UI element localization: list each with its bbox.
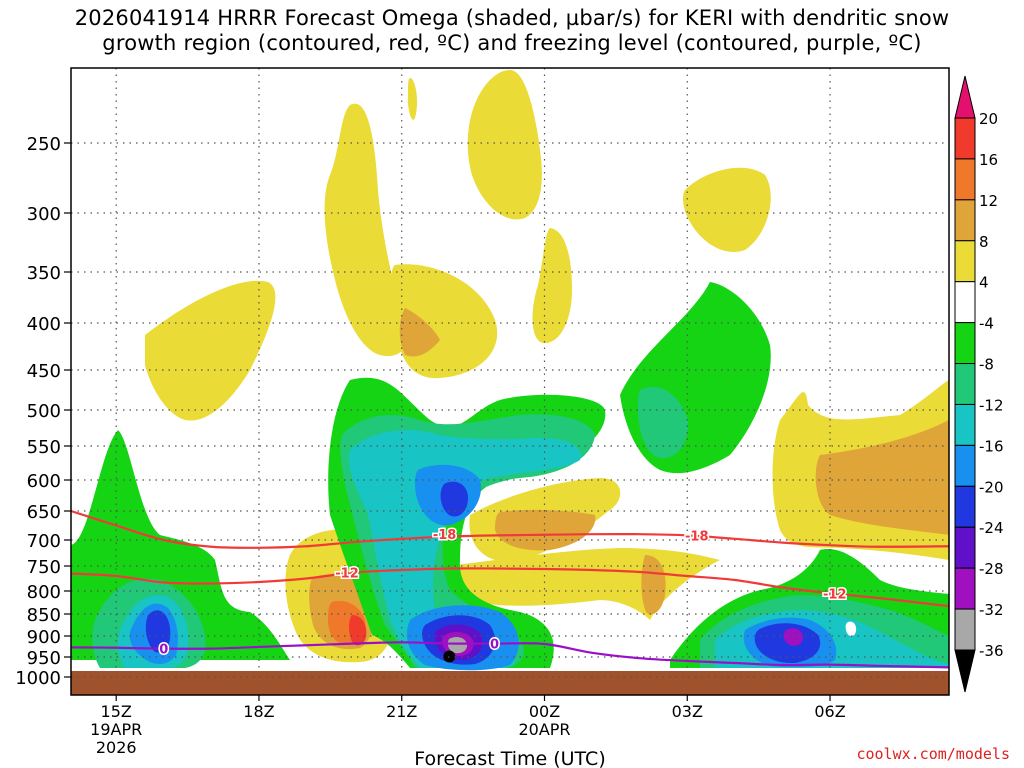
colorbar-top-arrow — [954, 75, 976, 119]
colorbar-label: 20 — [979, 110, 998, 128]
x-tick-date-label: 20APR — [518, 720, 570, 739]
contour-label: 0 — [490, 638, 499, 653]
x-tick-year-label: 2026 — [96, 738, 137, 757]
y-tick-label: 250 — [27, 134, 61, 155]
chart-title-line-1: 2026041914 HRRR Forecast Omega (shaded, … — [74, 6, 950, 30]
y-tick-label: 500 — [27, 401, 61, 422]
x-tick-date-label: 19APR — [90, 720, 142, 739]
x-tick-label: 15Z — [101, 702, 132, 721]
y-tick-label: 450 — [27, 361, 61, 382]
colorbar-swatch — [954, 485, 976, 528]
x-tick-label: 21Z — [386, 702, 417, 721]
y-tick-label: 650 — [27, 502, 61, 523]
colorbar-swatch — [954, 363, 976, 405]
x-tick-label: 06Z — [814, 702, 845, 721]
omega-fill-neg20-upper — [440, 481, 468, 517]
omega-fill-pos8-mid-2 — [641, 555, 666, 615]
omega-fill-pos8-mid — [495, 509, 596, 551]
omega-fill-pos-upper-3 — [407, 78, 418, 120]
colorbar-label: 16 — [979, 151, 998, 169]
y-tick-label: 1000 — [15, 668, 61, 689]
omega-fill-pos-upper-5 — [145, 280, 276, 421]
plot-area: -18 -18 -12 -12 0 0 — [70, 67, 950, 696]
y-axis: 2503003504004505005506006507007508008509… — [15, 134, 71, 689]
colorbar-swatch — [954, 117, 976, 160]
omega-fill-pos-upper-6 — [532, 228, 572, 344]
colorbar-swatch — [954, 444, 976, 487]
y-tick-label: 950 — [27, 648, 61, 669]
colorbar-swatch — [954, 158, 976, 201]
colorbar-label: -20 — [979, 478, 1004, 496]
y-tick-label: 750 — [27, 557, 61, 578]
omega-fill-neg8-right-upper — [638, 386, 689, 459]
colorbar-label: 4 — [979, 274, 989, 292]
x-tick-label: 00Z — [529, 702, 560, 721]
colorbar-swatch — [954, 608, 976, 651]
colorbar-swatch — [954, 240, 976, 283]
omega-fill-neg32-center — [447, 636, 468, 654]
contour-label: -12 — [823, 587, 847, 602]
colorbar-swatch — [954, 199, 976, 242]
colorbar-label: -8 — [979, 356, 994, 374]
colorbar: 20 16 12 8 4 -4 -8 -12 -16 -20 -24 -28 -32 -36 — [954, 75, 1004, 693]
colorbar-label: -12 — [979, 396, 1004, 414]
plot-frame — [70, 67, 950, 696]
colorbar-label: -24 — [979, 519, 1004, 537]
temperature-contours — [71, 509, 949, 669]
omega-fill-neg28-right — [783, 628, 803, 646]
contour-label: 0 — [159, 643, 168, 658]
colorbar-swatch — [954, 526, 976, 569]
colorbar-label: 8 — [979, 233, 989, 251]
colorbar-label: -32 — [979, 601, 1004, 619]
y-tick-label: 800 — [27, 582, 61, 603]
chart-title-line-2: growth region (contoured, red, ºC) and f… — [102, 31, 922, 55]
colorbar-swatch — [954, 403, 976, 446]
y-tick-label: 300 — [27, 204, 61, 225]
colorbar-label: -16 — [979, 437, 1004, 455]
y-tick-label: 550 — [27, 437, 61, 458]
contour-line — [71, 641, 949, 669]
contour-labels: -18 -18 -12 -12 0 0 — [158, 527, 848, 659]
colorbar-bottom-arrow — [954, 649, 976, 693]
contour-label: -12 — [335, 567, 359, 582]
omega-fill-neg-right-upper — [620, 282, 771, 474]
credit-text: coolwx.com/models — [856, 745, 1010, 763]
y-tick-label: 850 — [27, 605, 61, 626]
colorbar-swatch — [954, 281, 976, 324]
colorbar-label: -28 — [979, 560, 1004, 578]
y-tick-label: 400 — [27, 314, 61, 335]
y-tick-label: 900 — [27, 627, 61, 648]
contour-line — [71, 509, 949, 549]
y-tick-label: 600 — [27, 471, 61, 492]
omega-fill-pos-upper-1 — [324, 103, 407, 356]
colorbar-swatch — [954, 322, 976, 365]
colorbar-label: -36 — [979, 642, 1004, 660]
omega-fill-pos-upper-7 — [682, 167, 771, 252]
omega-fill-pos-upper-2 — [467, 70, 542, 220]
contour-line — [71, 567, 949, 608]
terrain-surface — [71, 671, 949, 695]
colorbar-swatch — [954, 567, 976, 610]
y-tick-label: 350 — [27, 263, 61, 284]
omega-fill-neg20-left — [145, 610, 171, 653]
omega-fill-pos16-low — [349, 615, 367, 646]
x-axis-label: Forecast Time (UTC) — [414, 748, 605, 768]
colorbar-label: -4 — [979, 315, 994, 333]
x-tick-label: 18Z — [243, 702, 274, 721]
omega-fill-white-notch — [845, 621, 857, 637]
omega-fill-pos8-upper — [399, 308, 440, 357]
contour-label: -18 — [685, 529, 709, 544]
omega-fill-neg12-center — [348, 430, 581, 668]
contour-label: -18 — [433, 528, 457, 543]
y-tick-label: 700 — [27, 531, 61, 552]
x-tick-label: 03Z — [672, 702, 703, 721]
colorbar-label: 12 — [979, 192, 998, 210]
omega-fill-pos8-right — [815, 420, 949, 535]
omega-shading — [71, 70, 949, 695]
